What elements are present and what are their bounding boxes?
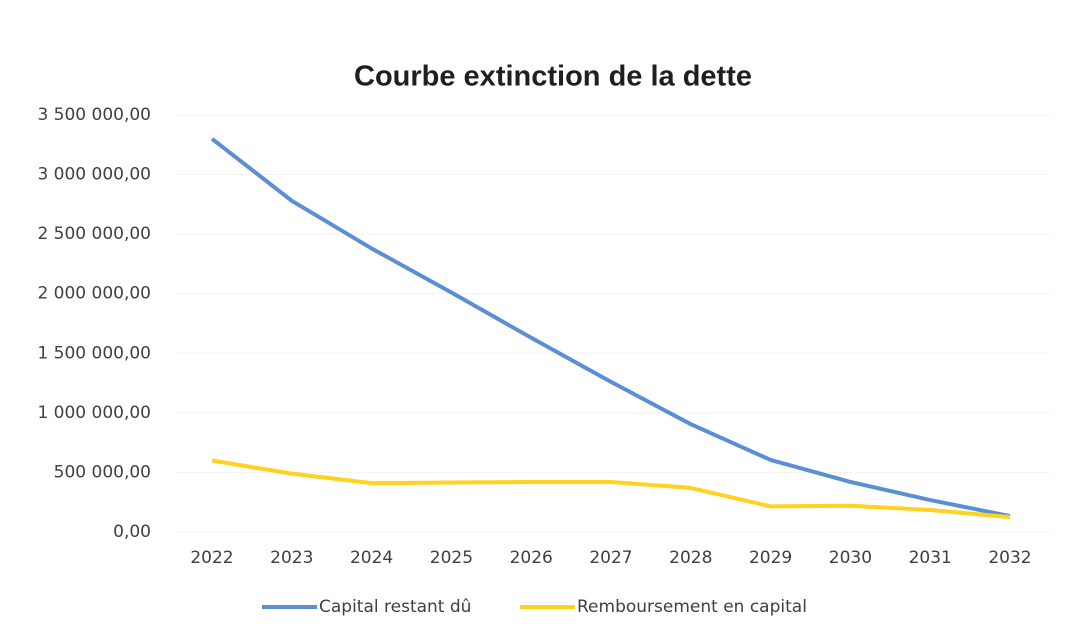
- x-tick-label: 2031: [909, 548, 952, 568]
- x-tick-label: 2022: [190, 548, 233, 568]
- legend-label: Remboursement en capital: [577, 597, 807, 617]
- legend-label: Capital restant dû: [319, 597, 471, 617]
- y-tick-label: 2 000 000,00: [37, 284, 151, 304]
- y-tick-label: 2 500 000,00: [37, 224, 151, 244]
- series-line: [210, 137, 1011, 518]
- x-tick-label: 2026: [510, 548, 553, 568]
- x-tick-label: 2024: [350, 548, 393, 568]
- x-tick-label: 2030: [829, 548, 872, 568]
- y-tick-label: 1 500 000,00: [37, 343, 151, 363]
- y-tick-label: 1 000 000,00: [37, 403, 151, 423]
- x-tick-label: 2023: [270, 548, 313, 568]
- y-tick-label: 3 000 000,00: [37, 165, 151, 185]
- y-tick-label: 0,00: [113, 522, 151, 542]
- x-tick-label: 2032: [988, 548, 1031, 568]
- x-tick-label: 2025: [430, 548, 473, 568]
- x-tick-label: 2027: [589, 548, 632, 568]
- series-line: [211, 458, 1011, 520]
- x-tick-label: 2028: [669, 548, 712, 568]
- y-tick-label: 3 500 000,00: [37, 105, 151, 125]
- y-tick-label: 500 000,00: [54, 462, 151, 482]
- chart-title: Courbe extinction de la dette: [354, 61, 752, 93]
- x-tick-label: 2029: [749, 548, 792, 568]
